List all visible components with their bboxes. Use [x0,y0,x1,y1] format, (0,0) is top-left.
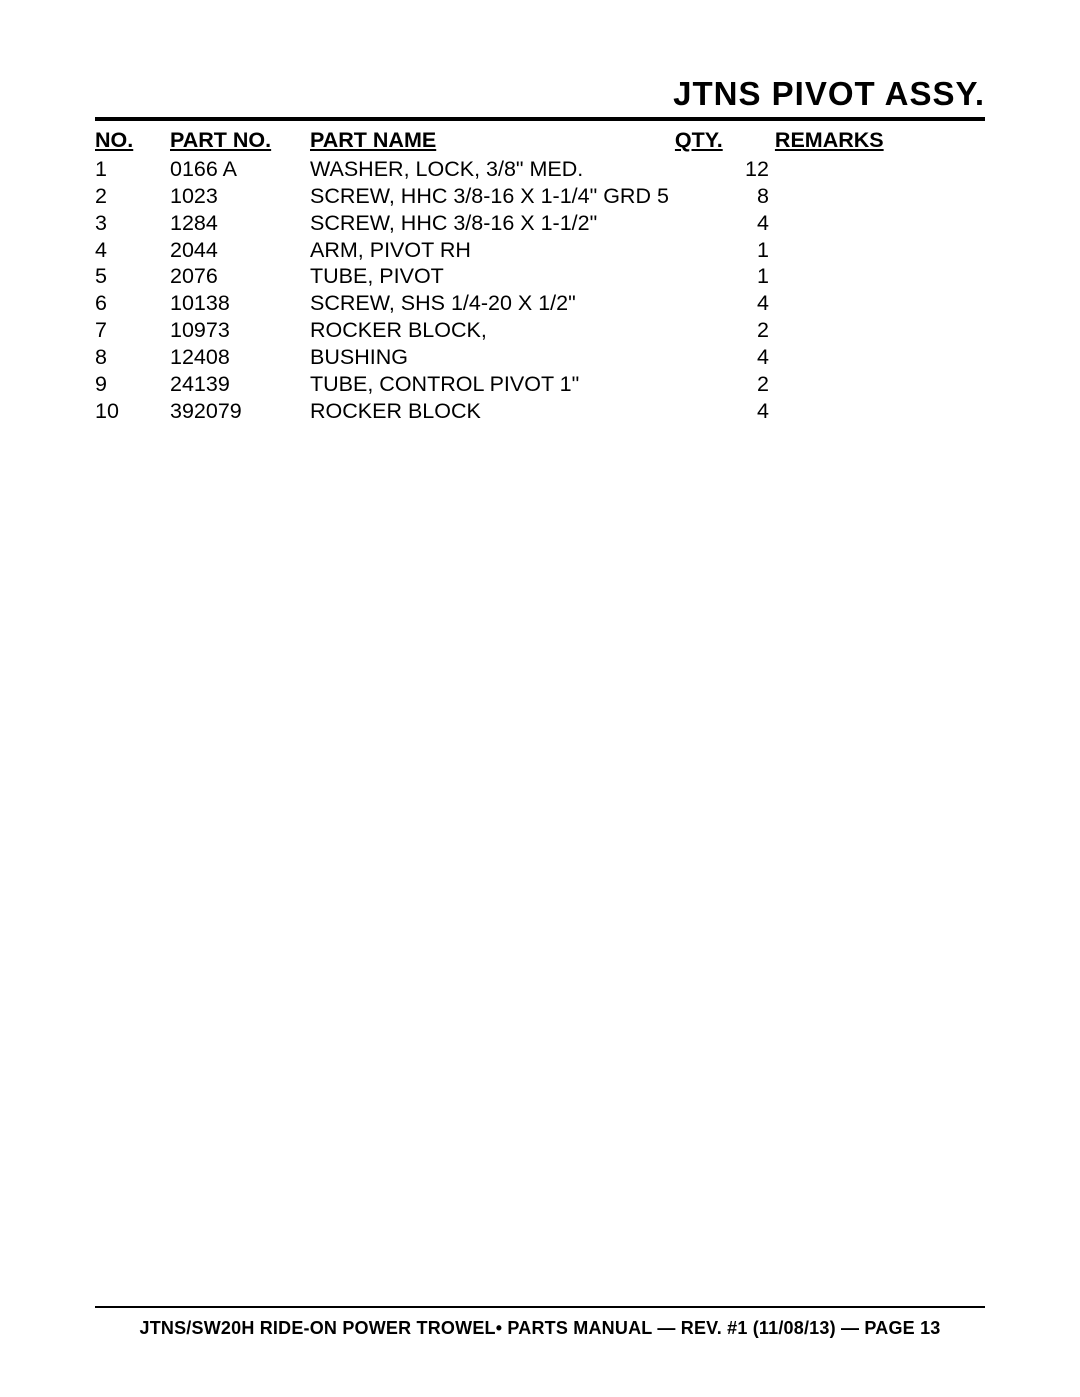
cell-part_no: 10138 [170,290,310,317]
cell-part_name: ROCKER BLOCK [310,398,675,425]
cell-no: 3 [95,210,170,237]
table-row: 31284SCREW, HHC 3/8-16 X 1-1/2"4 [95,210,985,237]
title-rule [95,117,985,121]
cell-part_name: TUBE, CONTROL PIVOT 1" [310,371,675,398]
table-row: 710973ROCKER BLOCK,2 [95,317,985,344]
cell-no: 6 [95,290,170,317]
table-row: 812408BUSHING4 [95,344,985,371]
cell-part_name: SCREW, SHS 1/4-20 X 1/2" [310,290,675,317]
cell-no: 9 [95,371,170,398]
footer-text: JTNS/SW20H RIDE-ON POWER TROWEL• PARTS M… [95,1318,985,1339]
parts-table: NO. PART NO. PART NAME QTY. REMARKS 1016… [95,127,985,425]
cell-part_no: 1284 [170,210,310,237]
cell-part_name: WASHER, LOCK, 3/8" MED. [310,156,675,183]
col-header-qty: QTY. [675,127,775,156]
cell-qty: 12 [675,156,775,183]
parts-table-body: 10166 AWASHER, LOCK, 3/8" MED.1221023SCR… [95,156,985,425]
cell-no: 7 [95,317,170,344]
cell-part_no: 12408 [170,344,310,371]
table-row: 42044ARM, PIVOT RH1 [95,237,985,264]
cell-part_no: 2044 [170,237,310,264]
cell-part_no: 2076 [170,263,310,290]
cell-no: 10 [95,398,170,425]
col-header-part-no: PART NO. [170,127,310,156]
cell-qty: 8 [675,183,775,210]
cell-qty: 1 [675,237,775,264]
cell-remarks [775,263,985,290]
cell-qty: 1 [675,263,775,290]
cell-qty: 4 [675,398,775,425]
cell-qty: 2 [675,317,775,344]
cell-no: 5 [95,263,170,290]
table-row: 52076TUBE, PIVOT1 [95,263,985,290]
cell-remarks [775,210,985,237]
cell-part_name: SCREW, HHC 3/8-16 X 1-1/2" [310,210,675,237]
cell-remarks [775,344,985,371]
cell-no: 2 [95,183,170,210]
cell-part_name: BUSHING [310,344,675,371]
cell-qty: 4 [675,290,775,317]
cell-part_name: ROCKER BLOCK, [310,317,675,344]
cell-qty: 4 [675,344,775,371]
col-header-name: PART NAME [310,127,675,156]
cell-remarks [775,398,985,425]
cell-qty: 4 [675,210,775,237]
footer-rule [95,1306,985,1308]
cell-no: 8 [95,344,170,371]
cell-remarks [775,237,985,264]
cell-part_name: SCREW, HHC 3/8-16 X 1-1/4" GRD 5 [310,183,675,210]
cell-remarks [775,156,985,183]
cell-part_name: ARM, PIVOT RH [310,237,675,264]
cell-remarks [775,371,985,398]
cell-qty: 2 [675,371,775,398]
table-row: 10166 AWASHER, LOCK, 3/8" MED.12 [95,156,985,183]
parts-table-head: NO. PART NO. PART NAME QTY. REMARKS [95,127,985,156]
table-row: 10392079ROCKER BLOCK4 [95,398,985,425]
cell-part_no: 0166 A [170,156,310,183]
parts-table-header-row: NO. PART NO. PART NAME QTY. REMARKS [95,127,985,156]
table-row: 924139TUBE, CONTROL PIVOT 1"2 [95,371,985,398]
col-header-no: NO. [95,127,170,156]
cell-part_no: 10973 [170,317,310,344]
cell-part_name: TUBE, PIVOT [310,263,675,290]
page: JTNS PIVOT ASSY. NO. PART NO. PART NAME … [0,0,1080,1397]
cell-part_no: 1023 [170,183,310,210]
page-title: JTNS PIVOT ASSY. [95,75,985,117]
table-row: 610138SCREW, SHS 1/4-20 X 1/2"4 [95,290,985,317]
cell-remarks [775,183,985,210]
cell-no: 1 [95,156,170,183]
table-row: 21023SCREW, HHC 3/8-16 X 1-1/4" GRD 58 [95,183,985,210]
cell-part_no: 392079 [170,398,310,425]
cell-no: 4 [95,237,170,264]
col-header-remarks: REMARKS [775,127,985,156]
cell-remarks [775,317,985,344]
cell-part_no: 24139 [170,371,310,398]
page-footer: JTNS/SW20H RIDE-ON POWER TROWEL• PARTS M… [95,1306,985,1339]
cell-remarks [775,290,985,317]
